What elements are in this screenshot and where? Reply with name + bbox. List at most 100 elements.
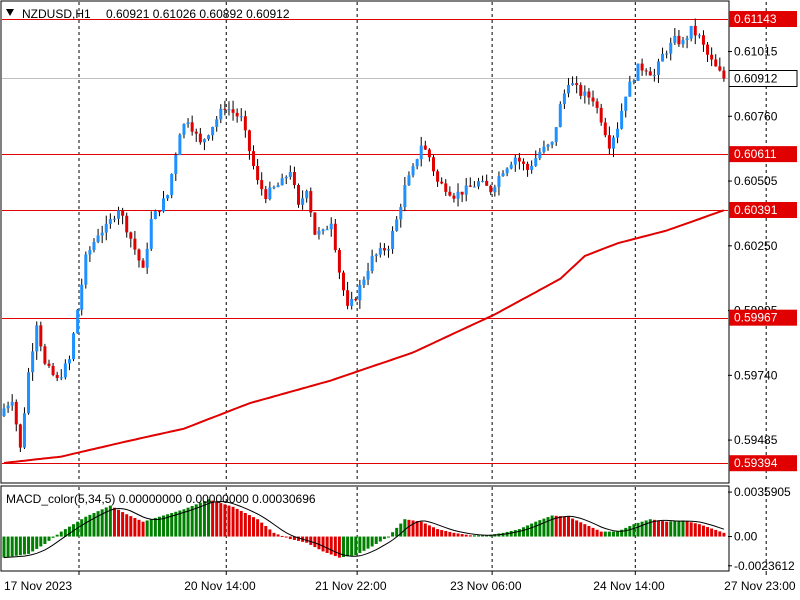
macd-bar <box>444 530 448 537</box>
macd-bar <box>571 518 575 537</box>
candle-body <box>706 44 710 55</box>
price-level-label-box <box>729 11 797 28</box>
candle-body <box>468 185 472 187</box>
chart-menu-triangle-icon[interactable] <box>6 9 14 16</box>
macd-bar <box>14 536 18 556</box>
candle-body <box>534 158 538 166</box>
macd-bar <box>317 536 321 550</box>
macd-bar <box>80 519 84 537</box>
macd-bar <box>145 520 149 537</box>
macd-bar <box>67 526 71 537</box>
macd-bar <box>27 536 31 554</box>
macd-axis: 0.0035905 0.00 -0.0023612 <box>728 485 795 573</box>
price-level-label: 0.60391 <box>734 203 778 217</box>
candle-body <box>436 171 440 182</box>
candle-body <box>677 35 681 45</box>
macd-bar <box>534 521 538 537</box>
candle-body <box>305 191 309 199</box>
price-pane[interactable] <box>0 0 730 484</box>
macd-bar <box>211 500 215 537</box>
macd-bar <box>395 527 399 537</box>
macd-bar <box>39 536 43 547</box>
candle-body <box>125 215 129 233</box>
candle-body <box>554 127 558 142</box>
macd-bar <box>652 519 656 537</box>
macd-bar <box>517 529 521 537</box>
macd-bar <box>18 536 22 556</box>
candle-body <box>100 232 104 236</box>
candle-body <box>448 191 452 196</box>
candle-body <box>14 401 18 425</box>
price-axis: 0.610150.607600.605050.602500.599950.597… <box>728 45 778 447</box>
candle-body <box>333 223 337 250</box>
macd-bar <box>280 535 284 537</box>
candle-body <box>423 145 427 150</box>
macd-bar <box>399 523 403 537</box>
macd-bar <box>411 520 415 537</box>
candle-body <box>35 325 39 352</box>
macd-bar <box>219 503 223 537</box>
macd-bar <box>288 536 292 540</box>
candle-body <box>595 101 599 108</box>
candle-body <box>280 178 284 186</box>
candle-body <box>129 232 133 239</box>
macd-bar <box>656 520 660 537</box>
macd-bar <box>129 516 133 537</box>
macd-bar <box>460 534 464 537</box>
candle-body <box>714 59 718 67</box>
macd-bar <box>10 536 14 557</box>
candle-body <box>223 108 227 110</box>
candle-body <box>235 112 239 117</box>
macd-bar <box>325 536 329 553</box>
macd-bar <box>648 519 652 537</box>
candle-body <box>611 137 615 149</box>
candle-body <box>256 165 260 181</box>
candle-body <box>162 198 166 212</box>
macd-bar <box>632 524 636 537</box>
candle-body <box>685 38 689 40</box>
candle-body <box>6 405 10 409</box>
candle-body <box>362 279 366 286</box>
macd-bar <box>2 536 6 558</box>
macd-bar <box>685 521 689 537</box>
candles <box>2 18 726 453</box>
candle-body <box>591 97 595 102</box>
candle-body <box>517 157 521 162</box>
candle-body <box>231 109 235 113</box>
macd-bar <box>63 529 67 537</box>
candle-body <box>386 249 390 251</box>
macd-bar <box>526 525 530 537</box>
macd-bar <box>468 535 472 537</box>
macd-bar <box>162 515 166 537</box>
candle-body <box>157 211 161 213</box>
macd-bar <box>174 511 178 537</box>
macd-bar <box>149 519 153 537</box>
candle-body <box>382 248 386 251</box>
candle-body <box>656 61 660 76</box>
macd-bar <box>476 535 480 537</box>
candle-body <box>648 71 652 76</box>
macd-bar <box>689 522 693 537</box>
macd-bar <box>419 521 423 537</box>
candle-body <box>141 260 145 268</box>
macd-bar <box>665 521 669 537</box>
candle-body <box>76 309 80 334</box>
candle-body <box>628 81 632 97</box>
price-level-label-box <box>729 146 797 163</box>
macd-bar <box>566 516 570 537</box>
candle-body <box>321 229 325 231</box>
macd-bar <box>121 512 125 537</box>
candle-body <box>411 166 415 176</box>
macd-bar <box>256 519 260 537</box>
macd-bar <box>509 530 513 537</box>
candle-body <box>186 122 190 125</box>
candle-body <box>546 144 550 147</box>
macd-bar <box>697 524 701 537</box>
candle-body <box>444 183 448 192</box>
candle-body <box>72 333 76 360</box>
macd-bar <box>198 502 202 537</box>
macd-bar <box>247 515 251 537</box>
macd-bar <box>112 507 116 537</box>
candle-body <box>309 191 313 213</box>
